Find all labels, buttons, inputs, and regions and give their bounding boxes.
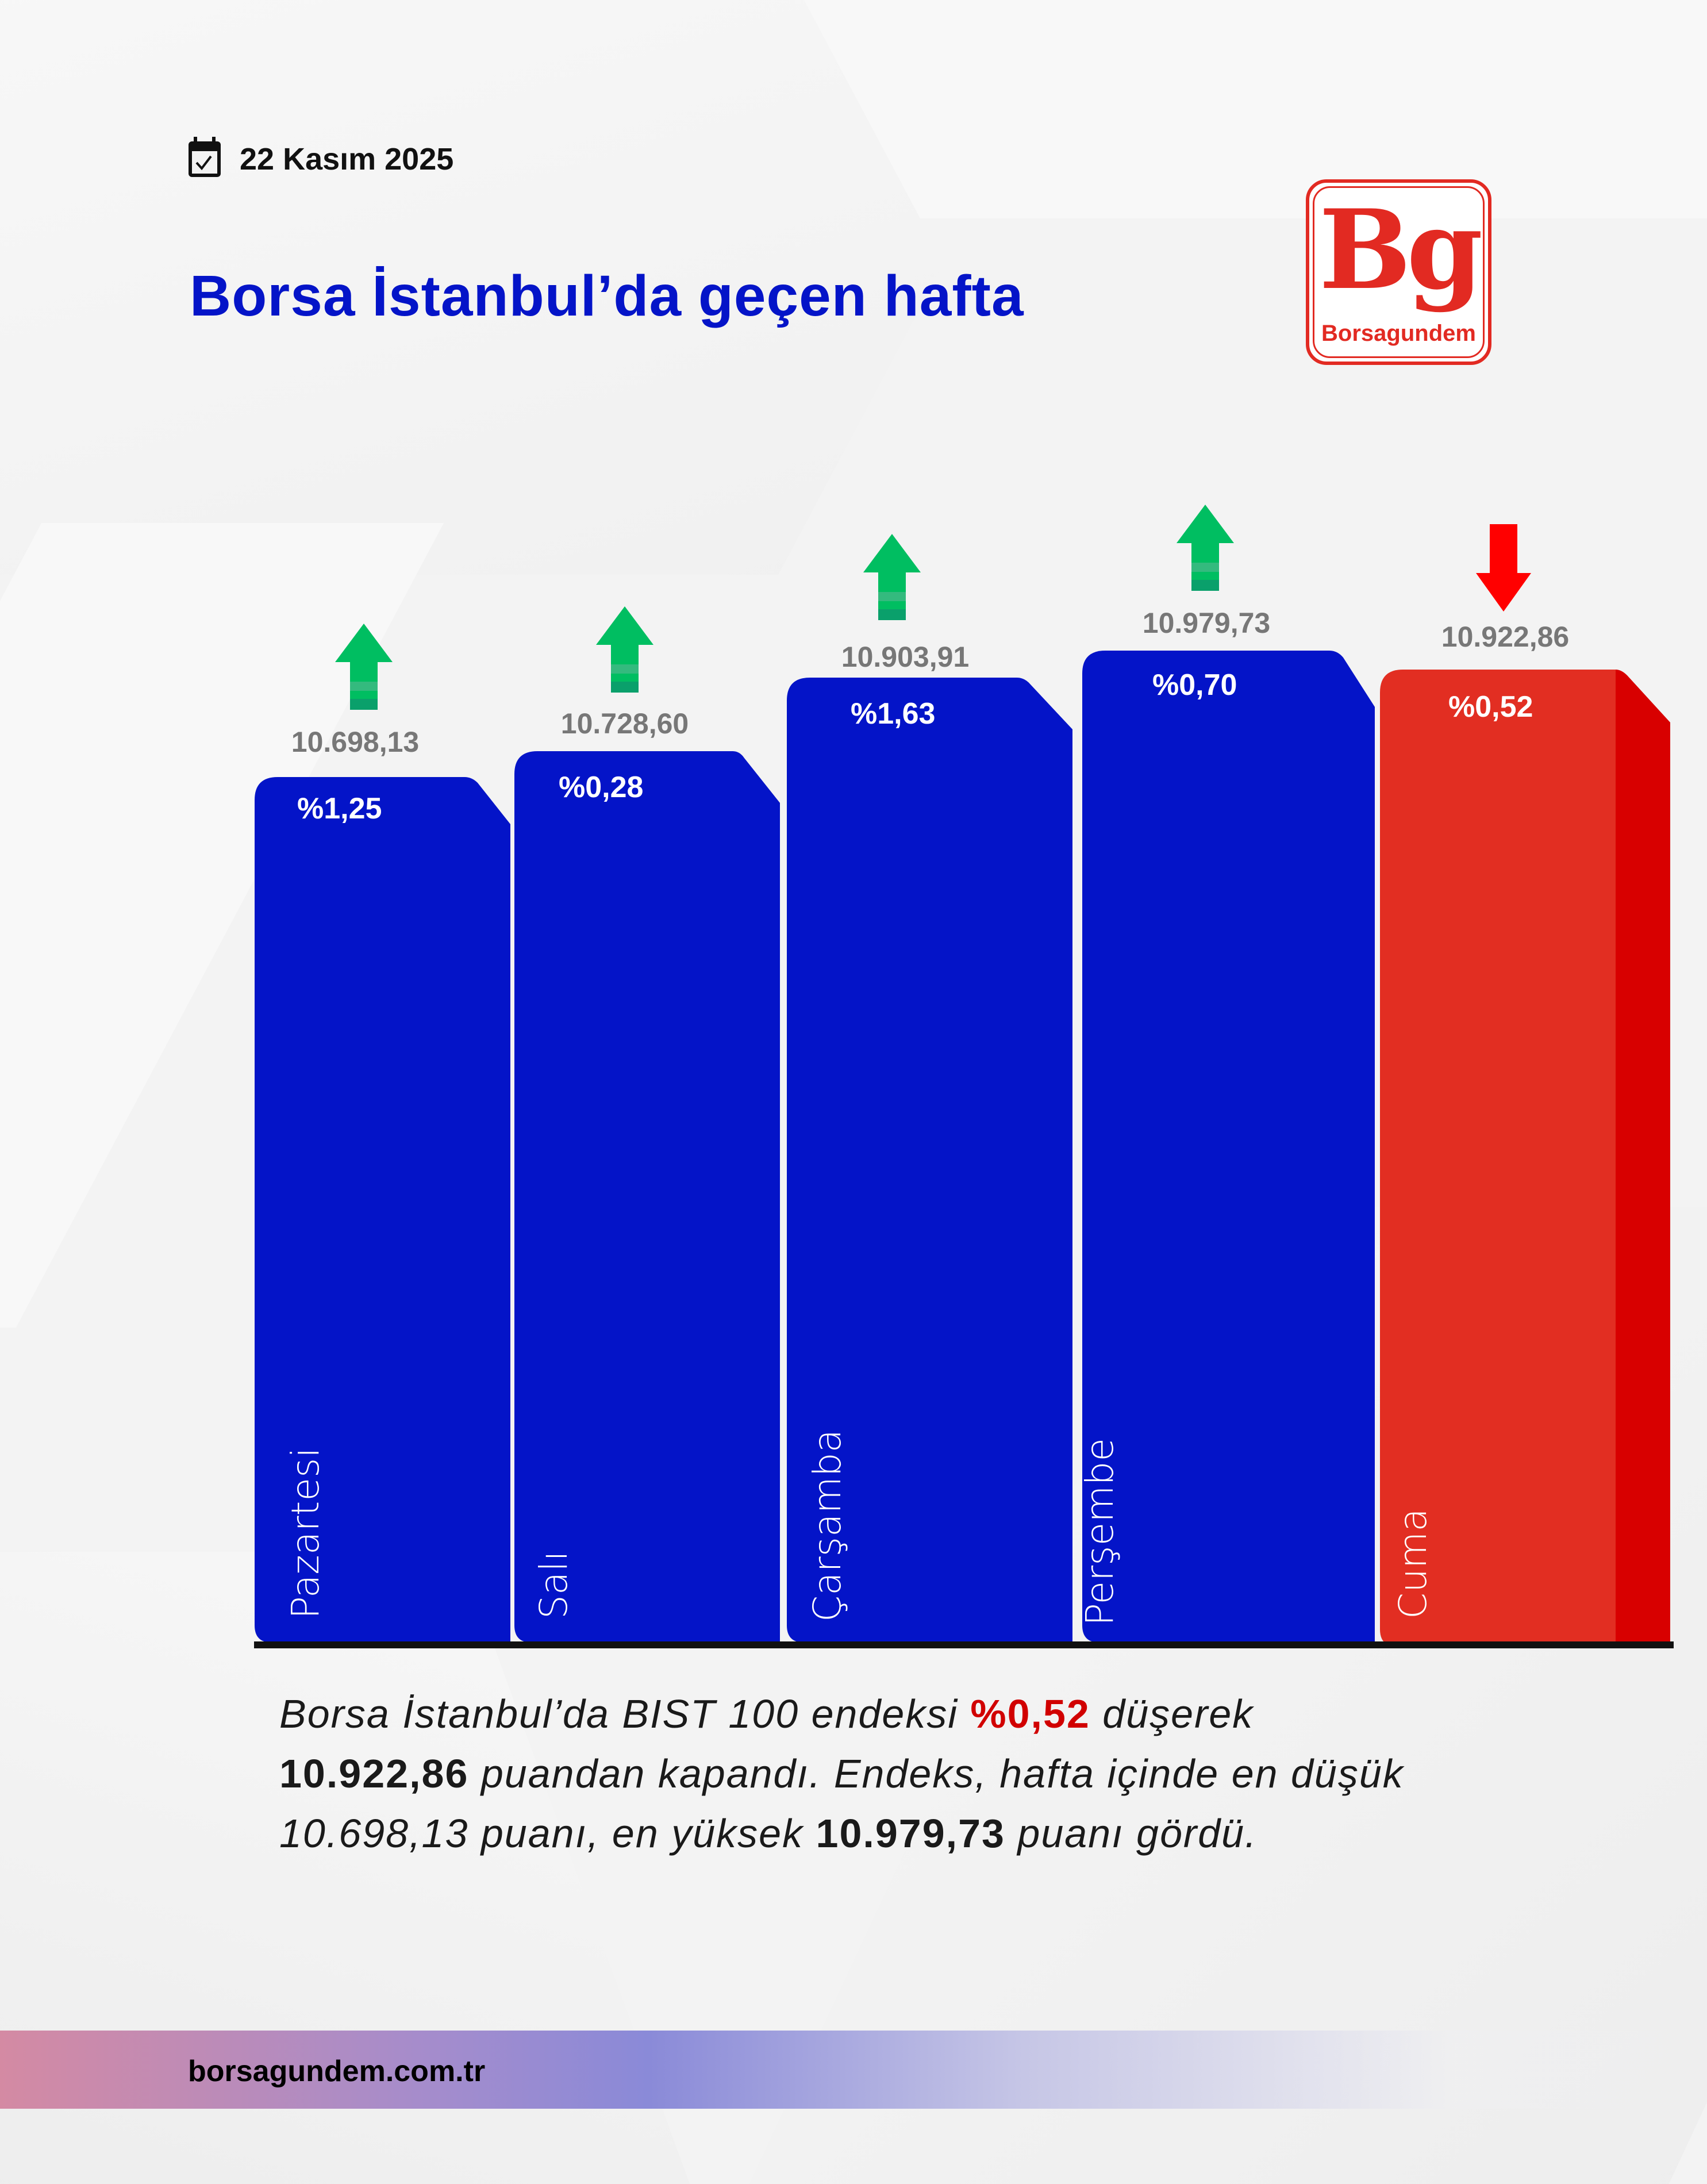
logo-name: Borsagundem	[1321, 321, 1476, 346]
calendar-check-icon	[187, 137, 222, 181]
date-text: 22 Kasım 2025	[240, 141, 454, 176]
bar-sali	[514, 751, 780, 1643]
background-shape	[803, 0, 1707, 218]
page-title: Borsa İstanbul’da geçen hafta	[190, 264, 1024, 328]
bar-value-label: 10.903,91	[841, 641, 970, 673]
summary-close: 10.922,86	[279, 1751, 469, 1796]
summary-text: puanı gördü.	[1005, 1811, 1258, 1856]
brand-logo: Bg Borsagundem	[1306, 179, 1491, 365]
bar-day-label: Çarşamba	[805, 1429, 849, 1622]
bar-value-label: 10.922,86	[1441, 621, 1570, 653]
arrow-up-icon	[1177, 505, 1234, 591]
summary-text: düşerek	[1090, 1691, 1254, 1736]
chart-baseline	[254, 1641, 1674, 1648]
arrow-down-icon	[1476, 524, 1531, 612]
bar-change-label: %1,63	[851, 697, 936, 730]
bar-cuma	[1380, 670, 1670, 1647]
bar-change-label: %0,52	[1448, 690, 1533, 724]
date-row: 22 Kasım 2025	[187, 137, 453, 181]
bar-value-label: 10.979,73	[1142, 607, 1271, 639]
summary-change: %0,52	[970, 1691, 1090, 1736]
arrow-up-icon	[863, 534, 921, 620]
footer-band	[0, 2031, 1707, 2109]
bar-pazartesi	[255, 777, 510, 1643]
bar-value-label: 10.728,60	[560, 708, 689, 740]
bar-day-label: Cuma	[1391, 1508, 1435, 1619]
bar-persembe	[1082, 651, 1375, 1643]
bar-value-label: 10.698,13	[291, 726, 420, 758]
arrow-up-icon	[596, 606, 653, 693]
summary-text: puandan kapandı. Endeks, hafta içinde en…	[279, 1751, 1404, 1856]
logo-inner-border	[1313, 186, 1485, 358]
bar-change-label: %1,25	[297, 792, 382, 825]
summary-high: 10.979,73	[816, 1811, 1005, 1856]
summary-paragraph: Borsa İstanbul’da BIST 100 endeksi %0,52…	[279, 1684, 1544, 1863]
arrow-up-icon	[335, 624, 393, 710]
bar-day-label: Perşembe	[1078, 1438, 1122, 1626]
logo-mark: Bg	[1318, 186, 1483, 314]
bar-carsamba	[787, 678, 1072, 1643]
summary-text: Borsa İstanbul’da BIST 100 endeksi	[279, 1691, 971, 1736]
bar-change-label: %0,28	[559, 771, 644, 804]
footer-url[interactable]: borsagundem.com.tr	[188, 2055, 486, 2088]
bar-day-label: Pazartesi	[283, 1447, 328, 1619]
bar-change-label: %0,70	[1152, 668, 1237, 702]
bar-day-label: Salı	[532, 1550, 576, 1619]
